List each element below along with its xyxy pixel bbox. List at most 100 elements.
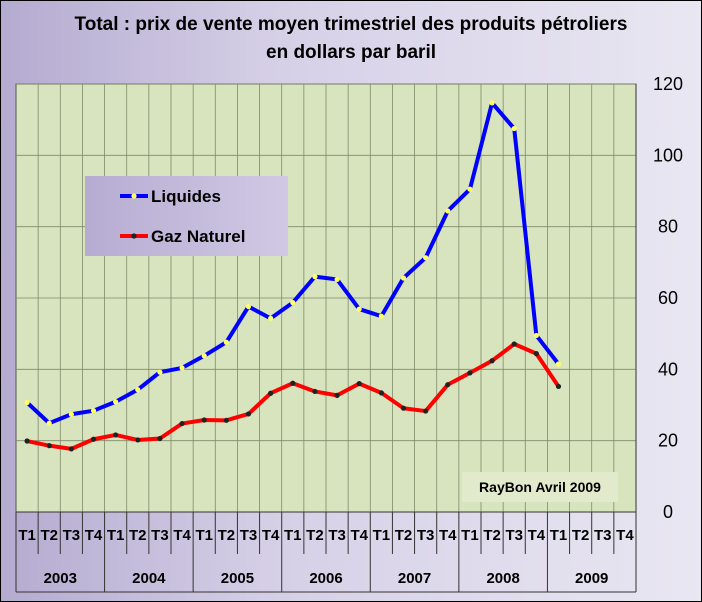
data-point-gaz-naturel: [201, 417, 207, 423]
x-tick-label: T1: [107, 527, 125, 544]
y-tick-label: 40: [658, 359, 678, 379]
series: [24, 100, 562, 452]
y-tick-label: 0: [663, 502, 673, 522]
legend-box: [85, 176, 288, 256]
chart-title-line1: Total : prix de vente moyen trimestriel …: [75, 14, 628, 35]
data-point-liquides: [68, 411, 74, 417]
data-point-liquides: [113, 399, 119, 405]
x-tick-label: T3: [417, 527, 435, 544]
x-tick-label: T2: [572, 527, 590, 544]
data-point-gaz-naturel: [400, 405, 407, 411]
grid: [16, 83, 636, 513]
data-point-gaz-naturel: [113, 432, 119, 438]
legend-label-liquides: Liquides: [151, 187, 221, 206]
x-tick-label: T4: [439, 527, 457, 544]
year-label: 2006: [309, 570, 342, 587]
data-point-liquides: [423, 255, 429, 261]
axes: [15, 84, 637, 593]
data-point-gaz-naturel: [46, 443, 52, 449]
data-point-liquides: [46, 420, 52, 426]
data-point-liquides: [268, 315, 274, 321]
y-tick-label: 20: [658, 431, 678, 451]
credit-box: RayBon Avril 2009: [462, 472, 618, 502]
data-point-gaz-naturel: [312, 388, 318, 395]
legend: Liquides Gaz Naturel: [85, 176, 288, 256]
data-point-liquides: [555, 361, 562, 367]
x-tick-label: T4: [85, 527, 103, 544]
legend-marker-liquides: [131, 193, 137, 199]
data-point-gaz-naturel: [223, 417, 229, 423]
x-tick-label: T2: [306, 527, 324, 544]
x-tick-label: T2: [129, 527, 147, 544]
data-point-gaz-naturel: [445, 382, 451, 388]
x-axis-quarter-labels: T1 T2 T3 T4 T1 T2 T3 T4 T1 T2 T3 T4 T1 T…: [18, 527, 634, 544]
data-point-liquides: [400, 275, 407, 281]
data-point-gaz-naturel: [467, 370, 473, 376]
data-point-gaz-naturel: [378, 390, 384, 396]
x-tick-label: T4: [262, 527, 280, 544]
x-tick-label: T4: [350, 527, 368, 544]
x-tick-label: T2: [218, 527, 236, 544]
data-point-gaz-naturel: [68, 446, 74, 452]
x-axis-year-labels: 2003 2004 2005 2006 2007 2008 2009: [44, 570, 609, 587]
data-point-gaz-naturel: [135, 437, 141, 443]
data-point-liquides: [290, 300, 296, 306]
x-tick-label: T2: [40, 527, 58, 544]
x-tick-label: T1: [373, 527, 391, 544]
data-point-liquides: [378, 313, 384, 319]
credit-text: RayBon Avril 2009: [479, 479, 601, 495]
x-tick-label: T1: [195, 527, 213, 544]
data-point-liquides: [533, 332, 539, 339]
data-point-liquides: [356, 306, 362, 312]
data-point-liquides: [179, 365, 185, 371]
year-label: 2008: [486, 570, 519, 587]
data-point-liquides: [445, 208, 451, 214]
data-point-liquides: [135, 387, 141, 393]
data-point-liquides: [223, 339, 229, 345]
legend-marker-gaz-naturel: [131, 233, 137, 239]
x-tick-label: T2: [483, 527, 501, 544]
y-tick-label: 120: [653, 74, 683, 94]
data-point-gaz-naturel: [245, 411, 252, 417]
x-tick-label: T3: [63, 527, 81, 544]
data-point-gaz-naturel: [90, 436, 97, 442]
legend-label-gaz-naturel: Gaz Naturel: [151, 227, 245, 246]
data-point-gaz-naturel: [179, 420, 185, 427]
data-point-gaz-naturel: [356, 381, 362, 387]
y-tick-label: 60: [658, 288, 678, 308]
data-point-liquides: [90, 408, 97, 414]
x-tick-label: T3: [594, 527, 612, 544]
year-label: 2007: [398, 570, 431, 587]
data-point-liquides: [201, 353, 207, 359]
data-point-gaz-naturel: [268, 390, 274, 396]
x-tick-label: T3: [151, 527, 169, 544]
data-point-gaz-naturel: [555, 383, 562, 390]
credit-box-background: [462, 472, 618, 502]
x-tick-label: T4: [173, 527, 191, 544]
data-point-liquides: [312, 274, 318, 280]
x-tick-label: T4: [528, 527, 546, 544]
x-tick-label: T3: [505, 527, 523, 544]
data-point-gaz-naturel: [24, 438, 30, 444]
y-axis-labels: 0 20 40 60 80 100 120: [653, 74, 683, 522]
x-tick-label: T2: [395, 527, 413, 544]
data-point-liquides: [511, 125, 517, 132]
data-point-liquides: [157, 369, 163, 375]
data-point-gaz-naturel: [157, 435, 163, 442]
x-tick-label: T3: [240, 527, 258, 544]
x-tick-label: T1: [461, 527, 479, 544]
year-label: 2004: [132, 570, 166, 587]
data-point-liquides: [334, 276, 340, 283]
y-tick-label: 100: [653, 145, 683, 165]
x-tick-label: T1: [284, 527, 302, 544]
data-point-liquides: [24, 399, 30, 406]
x-tick-label: T1: [550, 527, 568, 544]
data-point-gaz-naturel: [489, 358, 495, 364]
x-tick-label: T1: [18, 527, 36, 544]
data-point-liquides: [489, 100, 495, 106]
data-point-gaz-naturel: [533, 351, 539, 357]
year-label: 2009: [575, 570, 608, 587]
year-label: 2005: [221, 570, 254, 587]
year-label: 2003: [44, 570, 77, 587]
